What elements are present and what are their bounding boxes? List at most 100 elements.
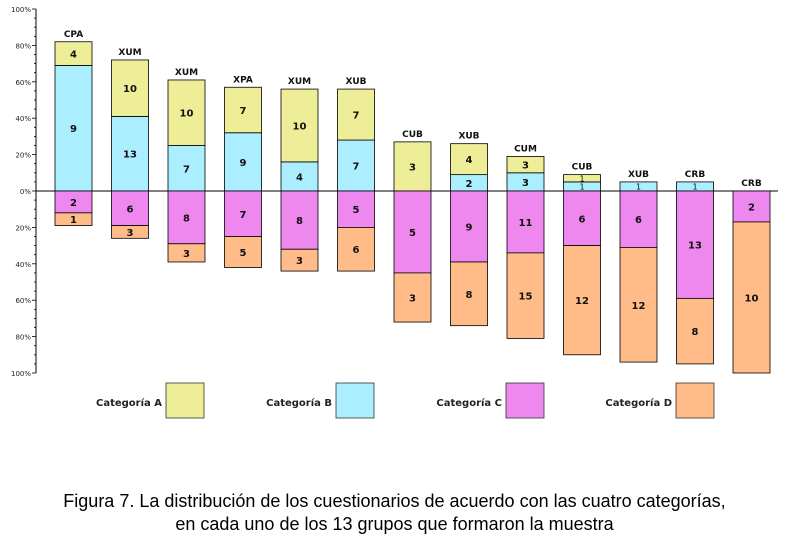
- legend-label: Categoría D: [605, 397, 672, 409]
- bar-segment: [450, 143, 488, 176]
- bar-group: 4 10 8 3 XUM: [280, 77, 319, 272]
- legend-label: Categoría A: [96, 397, 162, 409]
- legend: Categoría A Categoría B Categoría C Categor…: [96, 382, 715, 419]
- figure-caption: Figura 7. La distribución de los cuestio…: [0, 490, 789, 536]
- bar-segment: [111, 59, 149, 117]
- bar-value-label: 7: [240, 210, 247, 221]
- bar-value-label: 10: [293, 121, 307, 132]
- bar-segment: [280, 248, 319, 272]
- bar-value-label: 4: [466, 155, 473, 166]
- bar-segment: [54, 212, 93, 226]
- bar-value-label: 15: [519, 292, 533, 303]
- bar-group: 9 4 2 1 CPA: [54, 30, 93, 226]
- legend-item: Categoría C: [436, 382, 545, 419]
- group-label: CRB: [741, 179, 762, 189]
- group-label: XPA: [233, 75, 253, 85]
- bar-value-label: 1: [70, 215, 77, 226]
- group-label: XUB: [458, 132, 479, 142]
- bar-value-label: 9: [466, 222, 473, 233]
- bar-segment: [563, 190, 601, 246]
- bar-value-label: 4: [70, 50, 77, 61]
- group-label: CRB: [685, 170, 706, 180]
- bar-value-label: 11: [519, 218, 533, 229]
- bar-value-label: 2: [70, 198, 77, 209]
- bars-layer: 9421CPA131063XUM71083XUM9775XPA41083XUM7…: [54, 30, 771, 374]
- y-tick-label: 80%: [15, 42, 31, 50]
- bar-value-label: 6: [635, 215, 642, 226]
- bar-segment: [563, 245, 601, 356]
- bar-segment: [224, 132, 262, 192]
- bar-value-label: 13: [688, 241, 702, 252]
- bar-value-label: 7: [353, 162, 360, 173]
- bar-segment: [393, 190, 432, 274]
- bar-value-label: 1: [636, 182, 641, 191]
- bar-value-label: 7: [353, 111, 360, 122]
- bar-segment: [337, 88, 375, 141]
- bar-segment: [337, 190, 375, 228]
- bar-value-label: 6: [127, 204, 134, 215]
- bar-segment: [111, 190, 149, 226]
- bar-value-label: 3: [409, 162, 416, 173]
- y-tick-label: 100%: [11, 6, 31, 14]
- bar-segment: [280, 88, 319, 163]
- bar-segment: [337, 226, 375, 272]
- bar-segment: [111, 225, 149, 239]
- bar-value-label: 1: [692, 182, 697, 191]
- bar-group: 9 7 7 5 XPA: [224, 75, 262, 268]
- bar-value-label: 10: [180, 109, 194, 120]
- bar-value-label: 3: [183, 249, 190, 260]
- chart: 100%80%60%40%20%0%20%40%60%80%100% 9421C…: [11, 6, 778, 419]
- bar-value-label: 6: [579, 214, 586, 225]
- group-label: CPA: [64, 30, 83, 40]
- bar-segment: [393, 141, 432, 192]
- legend-swatch: [505, 382, 545, 419]
- bar-segment: [280, 190, 319, 250]
- bar-value-label: 12: [632, 301, 646, 312]
- bar-value-label: 3: [409, 293, 416, 304]
- legend-swatch: [335, 382, 375, 419]
- bar-value-label: 3: [296, 256, 303, 267]
- bar-value-label: 1: [579, 174, 584, 183]
- bar-group: 1 13 8 CRB: [676, 170, 714, 365]
- bar-group: 7 10 8 3 XUM: [167, 68, 206, 263]
- bar-segment: [450, 190, 488, 263]
- bar-value-label: 2: [466, 179, 473, 190]
- bar-segment: [224, 190, 262, 237]
- group-label: CUB: [402, 130, 423, 140]
- bar-value-label: 7: [183, 164, 190, 175]
- bar-value-label: 4: [296, 172, 303, 183]
- y-tick-label: 0%: [20, 188, 31, 196]
- legend-swatch: [675, 382, 715, 419]
- caption-line-2: en cada uno de los 13 grupos que formaro…: [175, 514, 614, 534]
- bar-segment: [167, 145, 206, 192]
- group-label: XUM: [175, 68, 198, 78]
- caption-line-1: Figura 7. La distribución de los cuestio…: [63, 491, 726, 511]
- bar-segment: [563, 174, 601, 183]
- group-label: XUB: [345, 77, 366, 87]
- bar-segment: [619, 190, 658, 248]
- bar-segment: [676, 190, 714, 299]
- bar-segment: [393, 272, 432, 323]
- bar-value-label: 1: [579, 182, 584, 191]
- bar-segment: [167, 79, 206, 146]
- bar-value-label: 5: [409, 228, 416, 239]
- bar-value-label: 9: [240, 158, 247, 169]
- bar-value-label: 2: [748, 202, 755, 213]
- bar-value-label: 9: [70, 124, 77, 135]
- bar-group: 13 10 6 3 XUM: [111, 48, 149, 239]
- bar-value-label: 12: [575, 296, 589, 307]
- bar-segment: [676, 297, 714, 365]
- bar-value-label: 5: [240, 248, 247, 259]
- bar-segment: [506, 156, 545, 174]
- bar-group: 2 10 CRB: [732, 179, 771, 374]
- y-tick-label: 40%: [15, 115, 31, 123]
- y-tick-label: 80%: [15, 334, 31, 342]
- y-tick-label: 60%: [15, 297, 31, 305]
- bar-value-label: 8: [466, 290, 473, 301]
- bar-segment: [506, 252, 545, 339]
- bar-value-label: 3: [522, 178, 529, 189]
- bar-value-label: 6: [353, 245, 360, 256]
- bar-group: 3 5 3 CUB: [393, 130, 432, 323]
- y-tick-label: 20%: [15, 152, 31, 160]
- bar-value-label: 10: [745, 293, 759, 304]
